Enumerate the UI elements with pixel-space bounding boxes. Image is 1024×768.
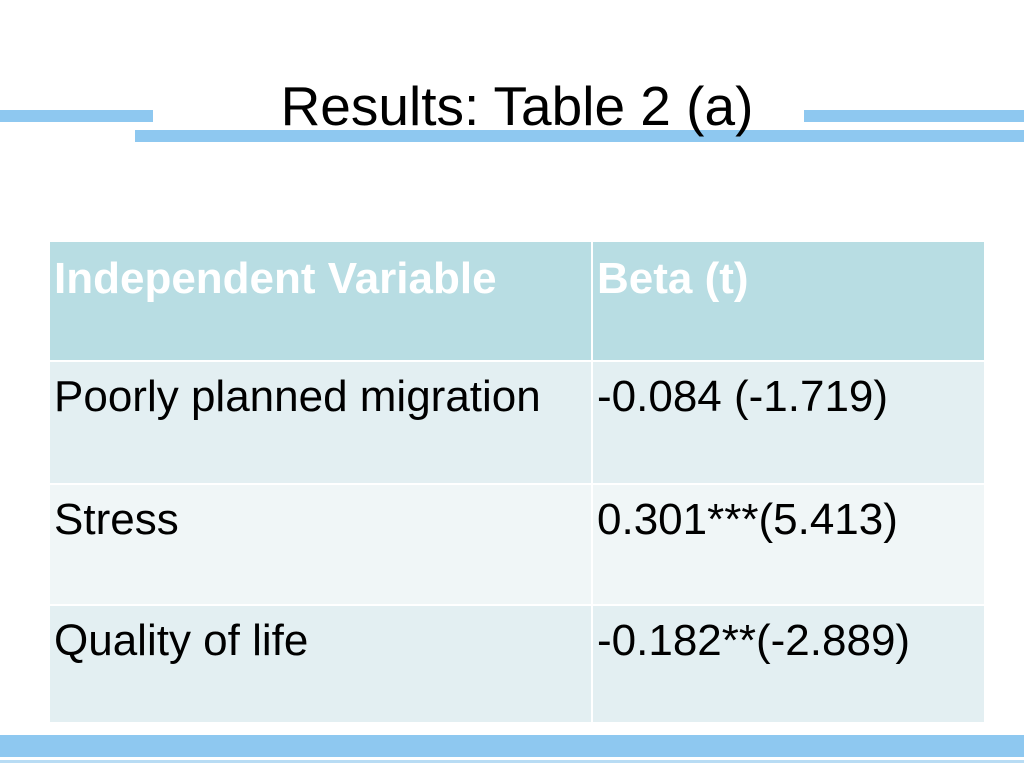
footer-bar	[0, 735, 1024, 757]
slide-title: Results: Table 2 (a)	[280, 75, 754, 137]
title-underline-bar	[238, 130, 794, 142]
beta-cell: -0.182**(-2.889)	[591, 604, 986, 724]
column-header-independent-variable: Independent Variable	[48, 240, 593, 362]
variable-cell: Stress	[48, 483, 593, 606]
column-header-beta: Beta (t)	[591, 240, 986, 362]
variable-cell: Poorly planned migration	[48, 360, 593, 485]
table-row: Quality of life -0.182**(-2.889)	[48, 604, 986, 724]
beta-cell: -0.084 (-1.719)	[591, 360, 986, 485]
decorative-bar	[0, 110, 153, 122]
table-header-row: Independent Variable Beta (t)	[48, 240, 986, 362]
decorative-bar	[135, 130, 238, 142]
decorative-bar	[804, 110, 1024, 122]
table-row: Stress 0.301***(5.413)	[48, 483, 986, 606]
variable-cell: Quality of life	[48, 604, 593, 724]
decorative-bar	[792, 130, 1024, 142]
table-row: Poorly planned migration -0.084 (-1.719)	[48, 360, 986, 485]
footer-line	[0, 760, 1024, 763]
results-table: Independent Variable Beta (t) Poorly pla…	[48, 240, 986, 724]
beta-cell: 0.301***(5.413)	[591, 483, 986, 606]
